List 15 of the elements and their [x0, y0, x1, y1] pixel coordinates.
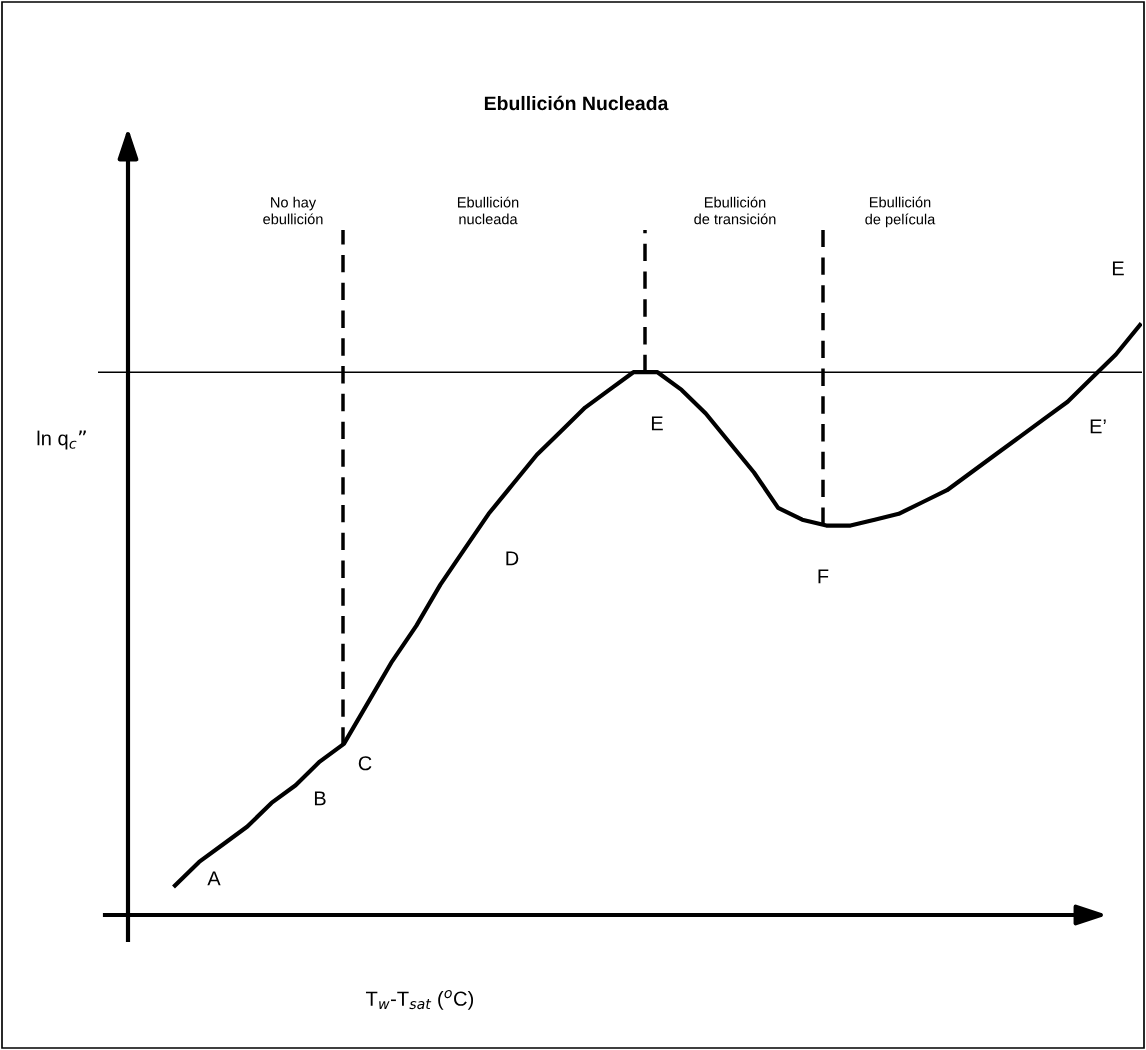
y-axis-title: ln q$_{c}$”: [37, 430, 86, 450]
text: Ebullición de transición: [694, 196, 776, 225]
text: Ebullición de película: [865, 196, 936, 228]
annotation: F: [818, 569, 829, 584]
chart-title: Ebullición Nucleada: [484, 95, 669, 111]
annotation: C: [358, 756, 372, 771]
annotation: D: [506, 551, 519, 566]
annotation: E: [651, 416, 663, 431]
text: E: [1112, 261, 1124, 276]
x-axis-title: T$_{w}$-T$_{sat}$ ($^{o}$C): [365, 990, 474, 1010]
annotation: A: [207, 871, 221, 886]
annotation: B: [314, 791, 326, 806]
text: No hay ebullición: [263, 196, 323, 225]
annotation: E’: [1090, 419, 1106, 434]
text: Ebullición nucleada: [457, 196, 519, 225]
